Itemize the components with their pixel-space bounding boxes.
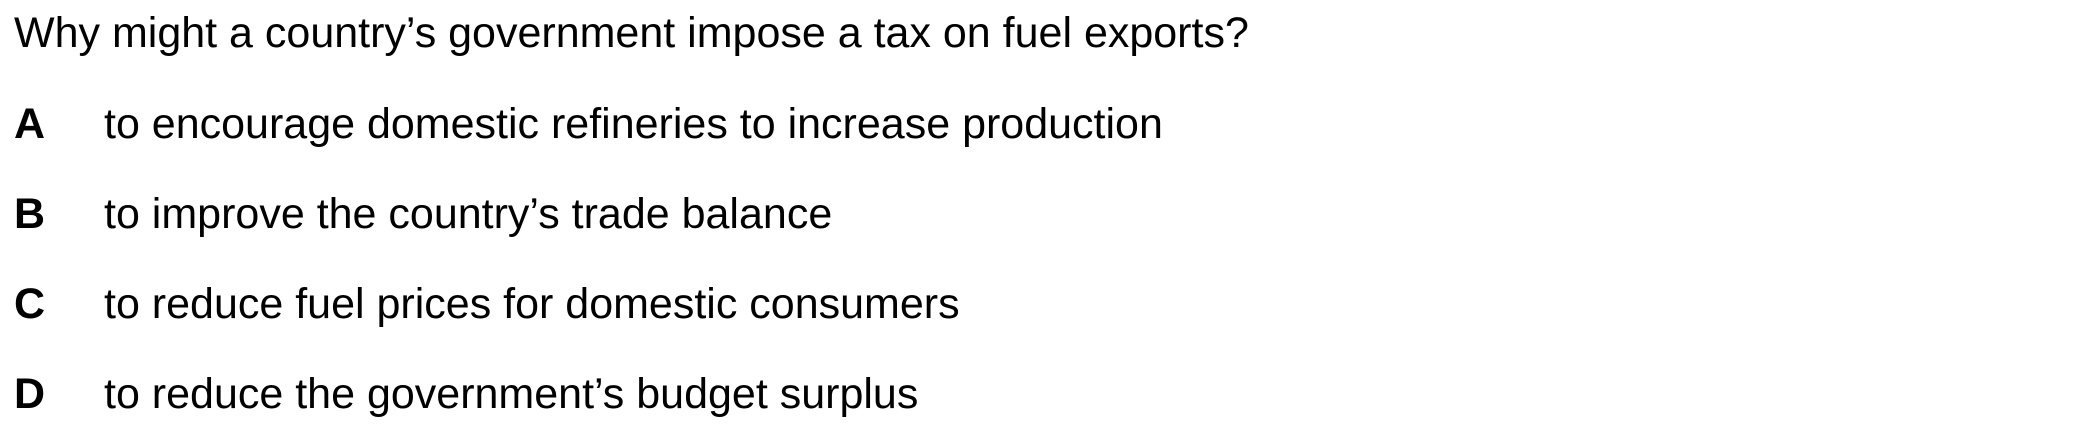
option-text: to improve the country’s trade balance — [104, 190, 833, 238]
option-text: to reduce the government’s budget surplu… — [104, 370, 919, 418]
option-letter: A — [14, 100, 46, 148]
option-letter: B — [14, 190, 46, 238]
question-text: Why might a country’s government impose … — [14, 9, 1249, 57]
option-letter: D — [14, 370, 46, 418]
option-text: to reduce fuel prices for domestic consu… — [104, 280, 960, 328]
option-text: to encourage domestic refineries to incr… — [104, 100, 1163, 148]
option-letter: C — [14, 280, 46, 328]
